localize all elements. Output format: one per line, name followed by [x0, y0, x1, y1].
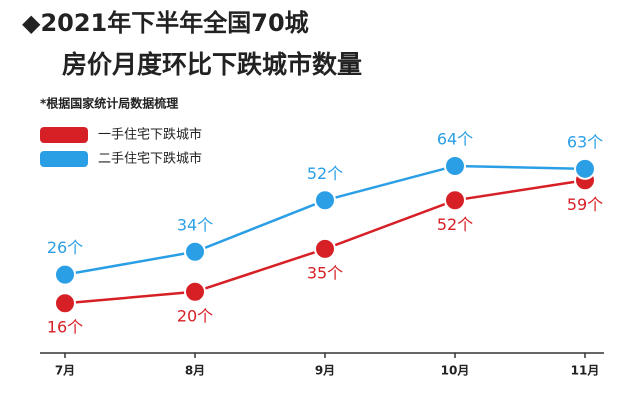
- data-label: 26个: [47, 238, 83, 257]
- data-label: 52个: [307, 164, 343, 183]
- legend-swatch: [40, 127, 88, 143]
- chart-subtitle: 房价月度环比下跌城市数量: [62, 50, 362, 79]
- legend-label: 二手住宅下跌城市: [98, 151, 202, 167]
- point: [444, 154, 466, 177]
- point: [314, 237, 336, 260]
- x-tick-label: 9月: [315, 364, 335, 378]
- point: [314, 189, 336, 212]
- x-tick-label: 11月: [571, 364, 600, 378]
- data-label: 16个: [47, 318, 83, 337]
- data-label: 59个: [567, 195, 603, 214]
- chart-title: ◆2021年下半年全国70城: [22, 9, 309, 37]
- data-label: 63个: [567, 132, 603, 151]
- data-label: 20个: [177, 306, 213, 325]
- data-label: 64个: [437, 129, 473, 148]
- data-label: 34个: [177, 215, 213, 234]
- legend-label: 一手住宅下跌城市: [98, 127, 202, 143]
- x-tick-label: 7月: [55, 364, 75, 378]
- point: [184, 280, 206, 303]
- point: [444, 189, 466, 212]
- point: [54, 292, 76, 315]
- point: [54, 263, 76, 286]
- point: [574, 157, 596, 180]
- legend-swatch: [40, 151, 88, 167]
- x-tick-label: 8月: [185, 364, 205, 378]
- note: *根据国家统计局数据梳理: [40, 96, 178, 111]
- data-label: 52个: [437, 215, 473, 234]
- data-label: 35个: [307, 263, 343, 282]
- x-tick-label: 10月: [441, 364, 470, 378]
- point: [184, 240, 206, 263]
